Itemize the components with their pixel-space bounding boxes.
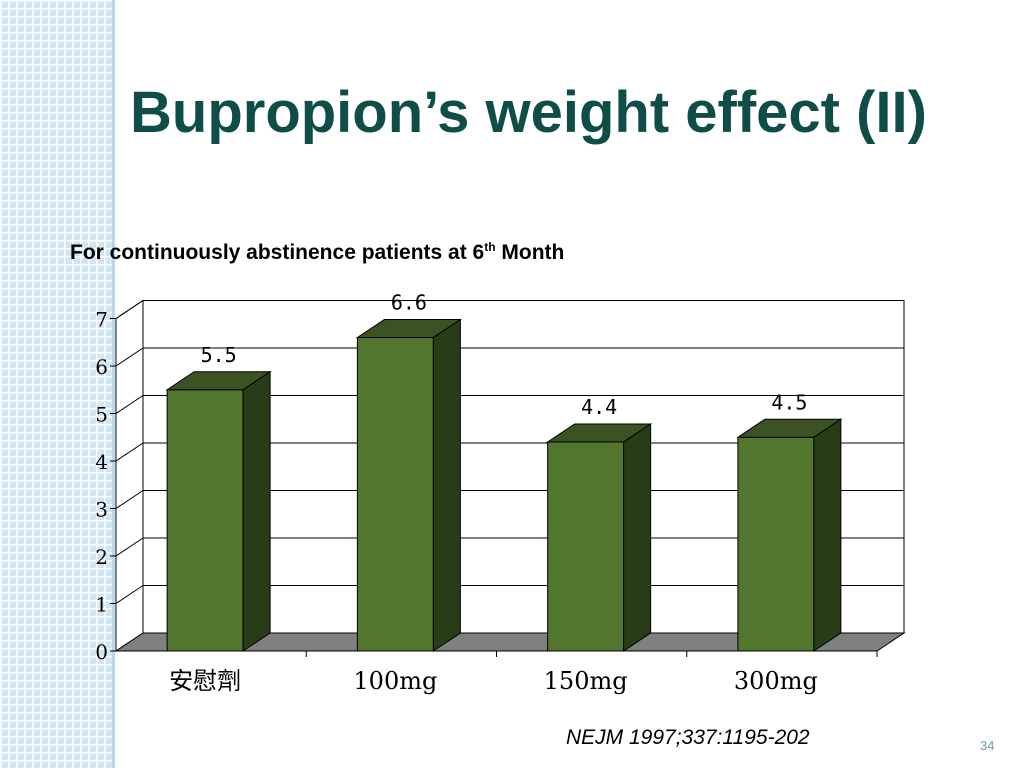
bar xyxy=(355,318,463,652)
plot-left-wall xyxy=(115,299,144,652)
subtitle-main: For continuously abstinence patients at … xyxy=(70,241,485,264)
x-tick-label: 300mg xyxy=(734,667,818,695)
chart-subtitle: For continuously abstinence patients at … xyxy=(70,240,564,265)
bar-side xyxy=(813,418,842,652)
bar-front xyxy=(547,441,625,652)
x-tick-label: 100mg xyxy=(353,667,437,695)
y-tick-label: 7 xyxy=(95,308,108,332)
bar-side xyxy=(432,318,461,652)
subtitle-superscript: th xyxy=(484,240,496,254)
gridline xyxy=(115,300,904,319)
citation: NEJM 1997;337:1195-202 xyxy=(566,726,810,749)
slide-title: Bupropion’s weight effect (II) xyxy=(130,80,927,145)
bar-side xyxy=(242,370,271,652)
bar-front xyxy=(356,337,434,652)
chart-bars xyxy=(165,318,843,652)
y-tick-label: 4 xyxy=(95,450,108,474)
y-tick-label: 1 xyxy=(95,593,108,617)
page-number: 34 xyxy=(980,738,995,753)
y-tick-label: 5 xyxy=(95,403,108,427)
bar xyxy=(736,418,843,652)
gridline xyxy=(115,395,904,414)
x-tick-label: 安慰劑 xyxy=(169,667,241,695)
data-label: 6.6 xyxy=(391,291,427,315)
bar xyxy=(545,423,653,652)
y-tick-label: 0 xyxy=(95,640,108,664)
bar xyxy=(165,370,272,652)
chart-labels: 0 1 2 3 4 5 6 7 5.5 安慰劑 6.6 100mg 4.4 150mg 4.5 300mg xyxy=(95,291,818,696)
bar-front xyxy=(166,389,244,652)
decorative-grid-sidebar xyxy=(0,0,112,768)
y-tick-label: 2 xyxy=(95,545,108,569)
bar-front xyxy=(737,436,815,652)
data-label: 4.4 xyxy=(581,395,617,419)
x-tick-label: 150mg xyxy=(544,667,628,695)
data-label: 4.5 xyxy=(771,390,807,414)
subtitle-end: Month xyxy=(495,241,565,264)
data-label: 5.5 xyxy=(201,343,237,367)
sidebar-edge xyxy=(112,0,115,768)
y-tick-label: 6 xyxy=(95,355,108,379)
gridline xyxy=(115,347,904,367)
y-tick-label: 3 xyxy=(95,498,108,522)
bar-side xyxy=(623,423,652,652)
